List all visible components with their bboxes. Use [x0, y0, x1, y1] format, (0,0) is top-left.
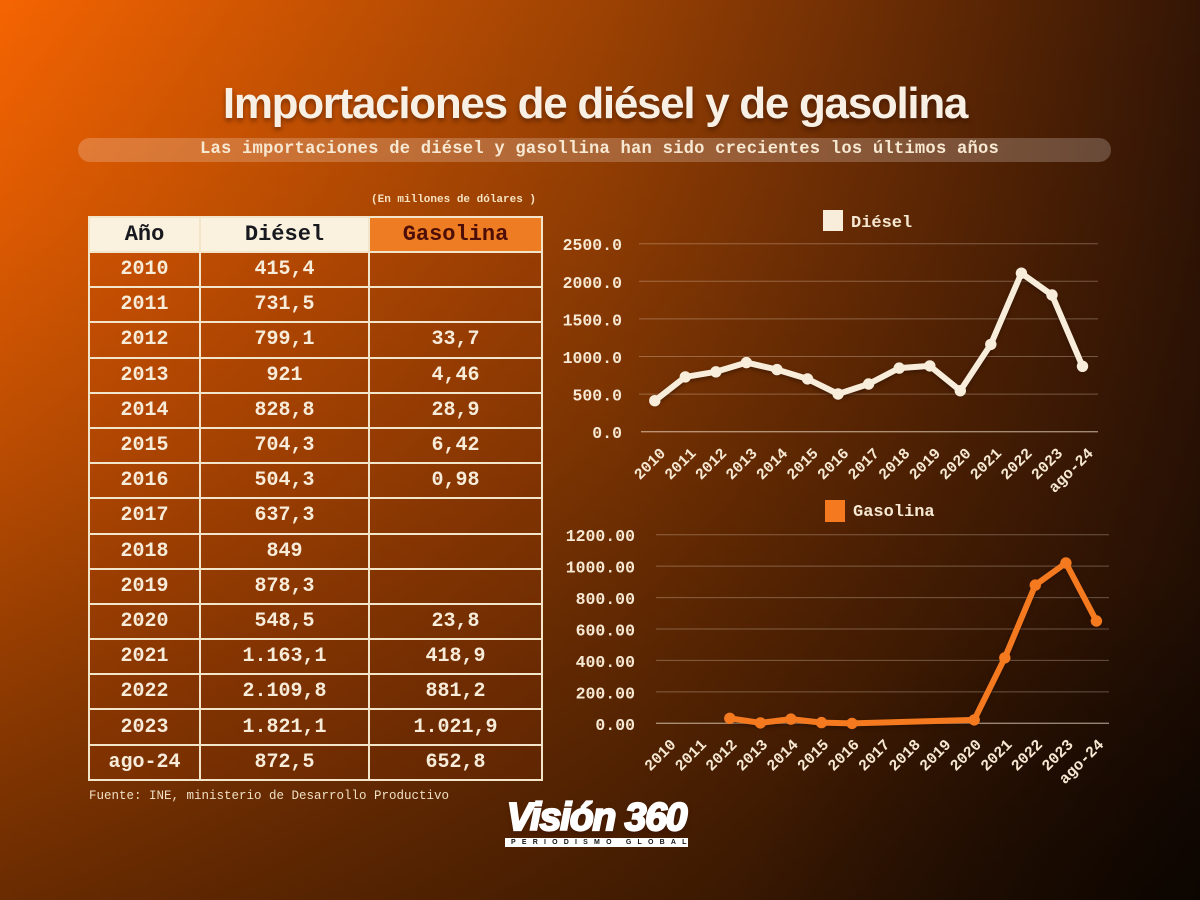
svg-text:2011: 2011	[672, 736, 711, 775]
svg-text:2011: 2011	[661, 445, 700, 484]
svg-text:2500.0: 2500.0	[563, 236, 622, 255]
svg-text:2014: 2014	[763, 736, 802, 775]
svg-text:2010: 2010	[641, 736, 680, 775]
svg-text:2019: 2019	[906, 445, 945, 484]
svg-text:1500.0: 1500.0	[563, 311, 622, 330]
svg-text:2022: 2022	[997, 445, 1036, 484]
svg-text:2021: 2021	[977, 736, 1016, 775]
svg-text:2021: 2021	[967, 445, 1006, 484]
svg-text:2020: 2020	[947, 736, 986, 775]
svg-text:2012: 2012	[702, 736, 741, 775]
svg-text:1200.00: 1200.00	[566, 527, 635, 546]
svg-text:0.0: 0.0	[592, 424, 622, 443]
svg-text:2000.0: 2000.0	[563, 274, 622, 293]
svg-text:2015: 2015	[794, 736, 833, 775]
svg-text:800.00: 800.00	[576, 590, 635, 609]
svg-text:2015: 2015	[783, 445, 822, 484]
svg-text:0.00: 0.00	[595, 716, 635, 735]
svg-text:200.00: 200.00	[576, 684, 635, 703]
svg-text:2010: 2010	[631, 445, 670, 484]
svg-text:2020: 2020	[936, 445, 975, 484]
svg-text:400.00: 400.00	[576, 653, 635, 672]
svg-text:2022: 2022	[1008, 736, 1047, 775]
svg-text:2013: 2013	[722, 445, 761, 484]
svg-text:2018: 2018	[875, 445, 914, 484]
svg-text:500.0: 500.0	[572, 387, 622, 406]
svg-text:Diésel: Diésel	[851, 214, 912, 233]
svg-text:Gasolina: Gasolina	[853, 503, 935, 522]
svg-text:1000.0: 1000.0	[563, 349, 622, 368]
svg-text:2019: 2019	[916, 736, 955, 775]
svg-text:2018: 2018	[886, 736, 925, 775]
svg-text:2016: 2016	[824, 736, 863, 775]
svg-text:2016: 2016	[814, 445, 853, 484]
svg-text:1000.00: 1000.00	[566, 559, 635, 578]
svg-text:2017: 2017	[845, 445, 884, 484]
svg-text:2013: 2013	[733, 736, 772, 775]
svg-text:2012: 2012	[692, 445, 731, 484]
svg-text:2014: 2014	[753, 445, 792, 484]
svg-text:2017: 2017	[855, 736, 894, 775]
svg-text:600.00: 600.00	[576, 622, 635, 641]
